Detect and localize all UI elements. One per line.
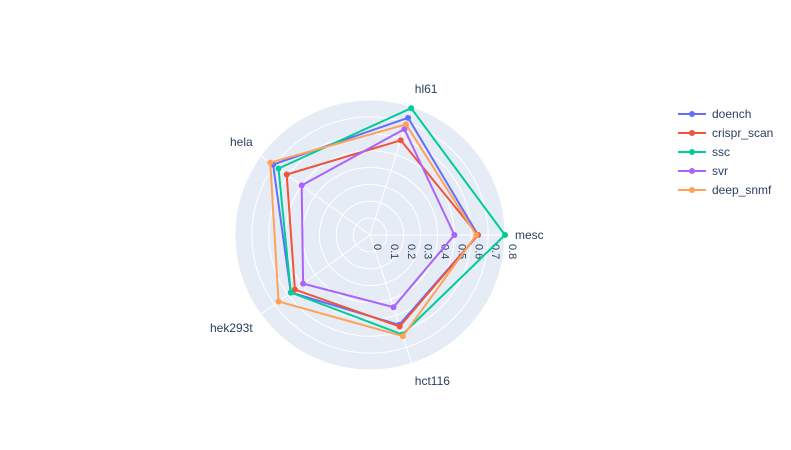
series-deep_snmf xyxy=(267,121,480,340)
axis-label-hl61: hl61 xyxy=(415,82,438,96)
legend-swatch-marker xyxy=(689,187,695,193)
angular-axis-labels: mesc hl61 hela hek293t hct116 xyxy=(210,82,544,388)
data-point[interactable] xyxy=(275,165,282,172)
series-traces xyxy=(267,105,508,340)
legend-item-ssc[interactable]: ssc xyxy=(678,145,730,159)
axis-label-hek293t: hek293t xyxy=(210,321,253,335)
legend-label: svr xyxy=(712,164,728,178)
axis-label-hela: hela xyxy=(230,135,253,149)
data-point[interactable] xyxy=(401,126,408,133)
grid-spoke xyxy=(369,234,413,364)
data-point[interactable] xyxy=(397,137,404,144)
data-point[interactable] xyxy=(399,333,406,340)
series-line xyxy=(272,116,479,326)
legend-swatch-marker xyxy=(689,111,695,117)
radial-tick-label: 0.4 xyxy=(439,244,451,259)
legend-item-deep_snmf[interactable]: deep_snmf xyxy=(678,183,772,197)
radial-tick-label: 0.1 xyxy=(388,244,400,259)
legend-item-doench[interactable]: doench xyxy=(678,107,751,121)
legend-swatch-marker xyxy=(689,168,695,174)
data-point[interactable] xyxy=(390,304,397,311)
data-point[interactable] xyxy=(502,232,508,238)
data-point[interactable] xyxy=(408,105,415,112)
data-point[interactable] xyxy=(396,323,403,330)
axis-label-hct116: hct116 xyxy=(415,374,450,388)
series-line xyxy=(277,107,506,336)
radial-tick-label: 0.2 xyxy=(405,244,417,259)
series-svr xyxy=(298,126,458,311)
data-point[interactable] xyxy=(283,171,290,178)
radial-tick-label: 0.5 xyxy=(455,244,467,259)
radial-tick-label: 0.3 xyxy=(422,244,434,259)
legend-label: doench xyxy=(712,107,751,121)
data-point[interactable] xyxy=(267,159,274,166)
data-point[interactable] xyxy=(298,182,305,189)
data-point[interactable] xyxy=(405,114,412,121)
series-line xyxy=(300,128,456,309)
data-point[interactable] xyxy=(402,121,409,128)
legend-item-crispr_scan[interactable]: crispr_scan xyxy=(678,126,773,140)
series-ssc xyxy=(275,105,508,338)
legend-label: ssc xyxy=(712,145,730,159)
series-crispr_scan xyxy=(283,137,481,330)
legend-swatch-marker xyxy=(689,149,695,155)
data-point[interactable] xyxy=(473,232,480,238)
data-point[interactable] xyxy=(451,232,458,238)
data-point[interactable] xyxy=(300,280,307,287)
data-point[interactable] xyxy=(275,298,282,305)
radial-tick-labels: 0 0.1 0.2 0.3 0.4 0.5 0.6 0.7 0.8 xyxy=(371,244,518,259)
legend-swatch-marker xyxy=(689,130,695,136)
legend-item-svr[interactable]: svr xyxy=(678,164,728,178)
radial-tick-label: 0.6 xyxy=(472,244,484,259)
radial-tick-label: 0.7 xyxy=(489,244,501,259)
legend-label: crispr_scan xyxy=(712,126,773,140)
data-point[interactable] xyxy=(287,289,294,296)
radial-tick-label: 0 xyxy=(371,244,383,250)
legend-label: deep_snmf xyxy=(712,183,772,197)
series-line xyxy=(269,123,478,338)
radial-tick-label: 0.8 xyxy=(506,244,518,259)
series-line xyxy=(285,139,479,328)
polar-grid xyxy=(234,99,506,371)
axis-label-mesc: mesc xyxy=(515,228,544,242)
